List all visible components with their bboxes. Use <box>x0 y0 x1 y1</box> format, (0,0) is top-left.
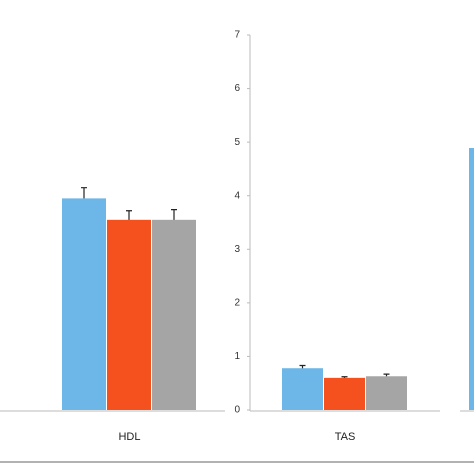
y-tick-label: 7 <box>234 30 240 41</box>
bar <box>152 219 196 410</box>
error-bar <box>126 210 132 220</box>
bar <box>469 148 474 411</box>
y-tick-label: 2 <box>234 297 240 308</box>
y-tick-label: 4 <box>234 190 240 201</box>
bar <box>107 219 151 410</box>
x-tick-label: HDL <box>118 431 140 443</box>
y-tick-label: 1 <box>234 351 240 362</box>
bar <box>366 376 407 410</box>
error-bar <box>81 187 87 199</box>
y-tick-label: 5 <box>234 137 240 148</box>
y-tick-label: 0 <box>234 405 240 416</box>
error-bar <box>341 376 348 378</box>
bar <box>282 368 323 410</box>
x-tick-label: TAS <box>335 431 356 443</box>
y-tick-label: 3 <box>234 244 240 255</box>
y-tick-label: 6 <box>234 83 240 94</box>
bar <box>324 377 365 410</box>
error-bar <box>299 364 306 369</box>
error-bar <box>383 373 390 377</box>
error-bar <box>171 209 177 220</box>
bar <box>62 198 106 410</box>
